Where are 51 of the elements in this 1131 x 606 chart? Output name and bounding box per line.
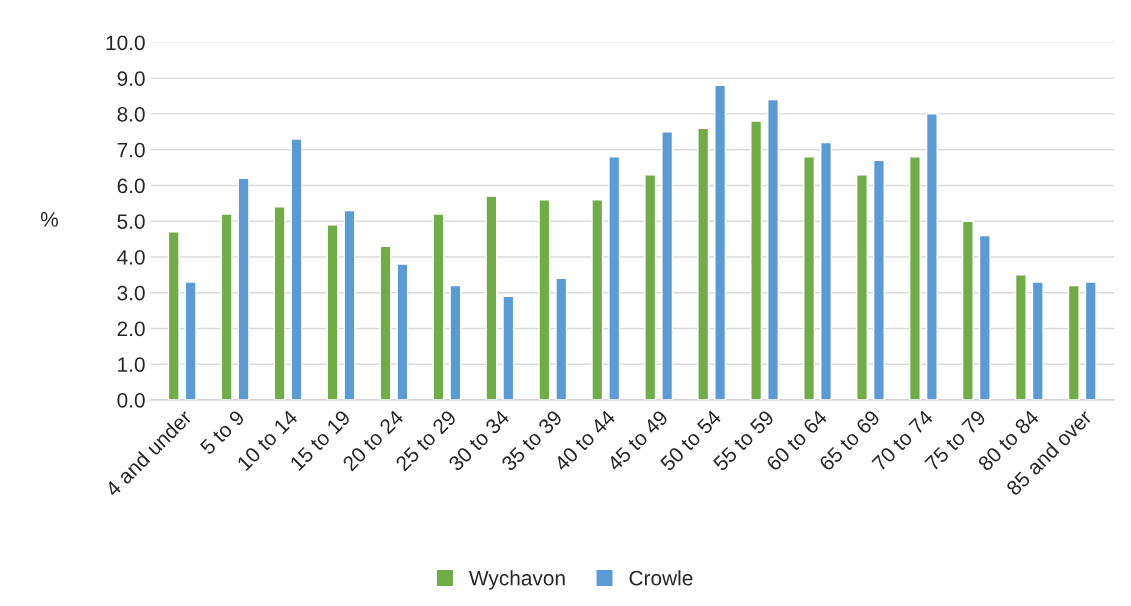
bar [608, 156, 621, 400]
bar [803, 156, 816, 400]
bar [925, 113, 938, 400]
y-tick-label: 3.0 [117, 285, 145, 301]
bar [697, 127, 710, 400]
bar [449, 284, 462, 400]
y-tick-label: 9.0 [117, 71, 145, 86]
bar [591, 199, 604, 400]
bar [343, 209, 356, 400]
bar [714, 84, 727, 400]
bar [978, 234, 991, 400]
bar [167, 231, 180, 400]
y-axis-title: % [40, 212, 58, 227]
bar [820, 141, 832, 400]
y-tick-label: 4.0 [117, 249, 145, 265]
bar [661, 131, 674, 400]
bar [326, 224, 339, 400]
y-tick-label: 2.0 [117, 321, 145, 337]
bar [432, 213, 445, 400]
bar [767, 98, 780, 400]
bar [379, 245, 392, 400]
bar [1067, 284, 1080, 400]
bar [538, 199, 551, 400]
bar [908, 156, 921, 400]
legend-label: Crowle [629, 570, 693, 586]
bar [396, 263, 409, 400]
legend-label: Wychavon [469, 570, 565, 590]
bar [1014, 274, 1027, 400]
x-tick-label: 5 to 9 [199, 409, 246, 456]
bar [856, 174, 869, 400]
y-tick-label: 7.0 [117, 142, 145, 158]
bar [555, 277, 568, 400]
y-tick-label: 0.0 [117, 392, 145, 408]
y-tick-label: 6.0 [117, 178, 145, 194]
y-tick-label: 8.0 [117, 106, 145, 122]
bar [485, 195, 498, 400]
y-tick-label: 10.0 [106, 35, 145, 51]
bar [750, 120, 763, 400]
bar [1031, 281, 1044, 400]
bar [644, 174, 657, 400]
bar [872, 159, 885, 400]
bar [273, 206, 286, 400]
bar [220, 213, 233, 400]
bar [502, 295, 515, 400]
bar [184, 281, 197, 400]
bar [290, 138, 303, 400]
bar [237, 177, 250, 400]
y-tick-label: 1.0 [118, 357, 145, 372]
bar [961, 220, 974, 400]
bar [1084, 281, 1097, 400]
y-tick-label: 5.0 [117, 214, 145, 229]
